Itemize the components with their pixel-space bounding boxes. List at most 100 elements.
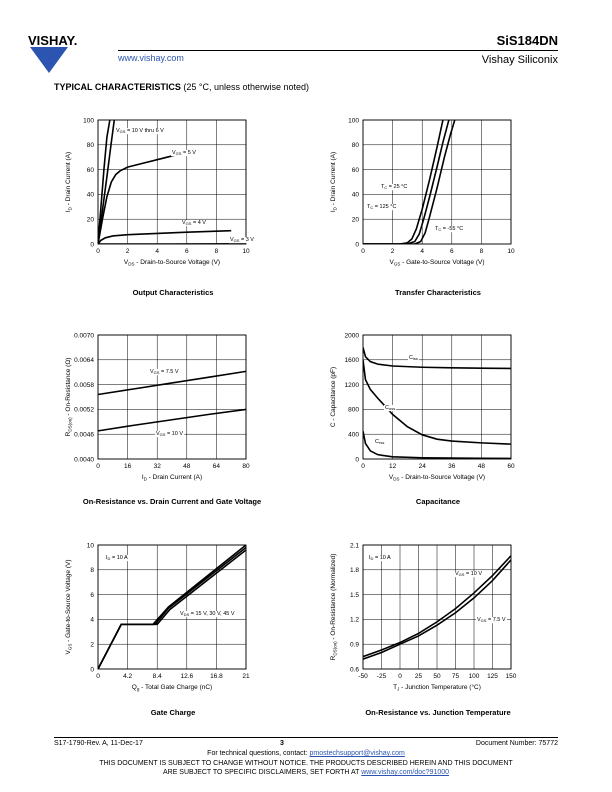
y-tick-label: 1.5	[350, 592, 359, 599]
x-tick-label: 64	[213, 463, 221, 470]
series-line	[98, 229, 232, 244]
x-tick-label: 0	[96, 673, 100, 680]
x-tick-label: 8	[215, 248, 219, 255]
x-tick-label: 0	[96, 248, 100, 255]
annotation-label: VGS = 7.5 V	[477, 617, 506, 623]
page-number: 3	[280, 740, 284, 747]
x-tick-label: 6	[450, 248, 454, 255]
x-tick-label: 2	[126, 248, 130, 255]
y-tick-label: 0	[355, 241, 359, 248]
series-line	[363, 347, 511, 370]
series-line	[98, 370, 246, 396]
vishay-logo: VISHAY.	[28, 33, 116, 80]
annotation-label: VGS = 10 V thru 6 V	[116, 128, 164, 134]
website-link[interactable]: www.vishay.com	[118, 53, 184, 63]
series-line	[98, 408, 246, 432]
y-tick-label: 0.0052	[74, 407, 94, 414]
revision-text: S17-1790-Rev. A, 11-Dec-17	[54, 740, 143, 747]
x-tick-label: 2	[391, 248, 395, 255]
x-tick-label: 48	[478, 463, 486, 470]
x-axis-label: TJ - Junction Temperature (°C)	[393, 683, 481, 692]
x-tick-label: 75	[452, 673, 460, 680]
y-tick-label: 0	[90, 666, 94, 673]
plot-frame	[362, 544, 512, 670]
y-tick-label: 1.8	[350, 567, 359, 574]
x-axis-label: Qg - Total Gate Charge (nC)	[132, 684, 212, 692]
chart-caption: Transfer Characteristics	[395, 288, 481, 297]
y-tick-label: 60	[352, 167, 360, 174]
x-tick-label: 0	[398, 673, 402, 680]
x-tick-label: 48	[183, 463, 191, 470]
x-tick-label: 8.4	[153, 673, 162, 680]
y-tick-label: 80	[87, 142, 95, 149]
y-axis-label: RDS(on) - On-Resistance (Ω)	[65, 358, 73, 437]
section-title-bold: TYPICAL CHARACTERISTICS	[54, 82, 181, 92]
series-line	[363, 559, 511, 660]
x-tick-label: 16.8	[210, 673, 223, 680]
x-tick-label: 8	[480, 248, 484, 255]
x-tick-label: 10	[507, 248, 515, 255]
header-rule	[118, 50, 558, 51]
y-tick-label: 0.6	[350, 666, 359, 673]
x-tick-label: 36	[448, 463, 456, 470]
chart-caption: Gate Charge	[150, 708, 196, 717]
company-name: Vishay Siliconix	[481, 54, 558, 66]
x-axis-label: VGS - Gate-to-Source Voltage (V)	[389, 259, 484, 267]
section-title: TYPICAL CHARACTERISTICS (25 °C, unless o…	[54, 82, 309, 92]
y-tick-label: 10	[87, 542, 95, 549]
capacitance-chart: 0 12 24 36 48 60 0 400 800 1200 1600 2000 Ciss Coss Cr…	[330, 332, 515, 482]
disclaimer-line-1: THIS DOCUMENT IS SUBJECT TO CHANGE WITHO…	[99, 760, 513, 767]
y-axis-label: ID - Drain Current (A)	[330, 152, 338, 212]
y-tick-label: 2000	[345, 332, 360, 339]
x-tick-label: 4	[155, 248, 159, 255]
series-line	[98, 150, 195, 244]
x-axis-label: ID - Drain Current (A)	[142, 474, 202, 482]
chart-caption: On-Resistance vs. Junction Temperature	[365, 708, 511, 717]
x-tick-label: -50	[358, 673, 368, 680]
x-tick-label: 32	[154, 463, 162, 470]
x-axis-label: VDS - Drain-to-Source Voltage (V)	[389, 474, 485, 482]
y-tick-label: 80	[352, 142, 360, 149]
y-tick-label: 1200	[345, 382, 360, 389]
x-tick-label: 12	[389, 463, 397, 470]
contact-line: For technical questions, contact: pmoste…	[0, 750, 612, 757]
y-tick-label: 0.9	[350, 642, 359, 649]
x-tick-label: 24	[419, 463, 427, 470]
plot-frame	[362, 119, 512, 245]
series-line	[363, 359, 511, 445]
annotation-label: Ciss	[409, 355, 418, 361]
x-axis-label: VDS - Drain-to-Source Voltage (V)	[124, 259, 220, 267]
plot-frame	[97, 334, 247, 460]
annotation-label: Coss	[385, 405, 395, 411]
x-tick-label: 4.2	[123, 673, 132, 680]
y-tick-label: 2	[90, 642, 94, 649]
y-tick-label: 60	[87, 167, 95, 174]
y-tick-label: 4	[90, 617, 94, 624]
annotation-label: ID = 10 A	[369, 555, 391, 561]
x-tick-label: 50	[433, 673, 441, 680]
contact-email-link[interactable]: pmostechsupport@vishay.com	[309, 750, 405, 757]
x-tick-label: 0	[96, 463, 100, 470]
x-tick-label: 0	[361, 463, 365, 470]
series-line	[363, 555, 511, 658]
x-tick-label: 80	[242, 463, 250, 470]
x-tick-label: 60	[507, 463, 515, 470]
series-line	[98, 120, 111, 244]
y-tick-label: 8	[90, 567, 94, 574]
x-tick-label: 150	[506, 673, 517, 680]
chart-caption: Capacitance	[415, 497, 461, 506]
plot-frame	[97, 544, 247, 670]
y-tick-label: 1600	[345, 357, 360, 364]
chart-caption: Output Characteristics	[132, 288, 214, 297]
gate-charge-chart: 0 4.2 8.4 12.6 16.8 21 0 2 4 6 8 10 ID = 10 A VDS = 1…	[65, 542, 250, 692]
annotation-label: TC = -55 °C	[435, 226, 463, 232]
series-line	[363, 120, 456, 244]
x-tick-label: 12.6	[180, 673, 193, 680]
disclaimer-link[interactable]: www.vishay.com/doc?91000	[361, 769, 450, 776]
document-number: Document Number: 75772	[475, 740, 558, 747]
y-tick-label: 1.2	[350, 617, 359, 624]
plot-frame	[97, 119, 247, 245]
x-tick-label: 16	[124, 463, 132, 470]
y-tick-label: 40	[87, 192, 95, 199]
y-tick-label: 0	[355, 456, 359, 463]
